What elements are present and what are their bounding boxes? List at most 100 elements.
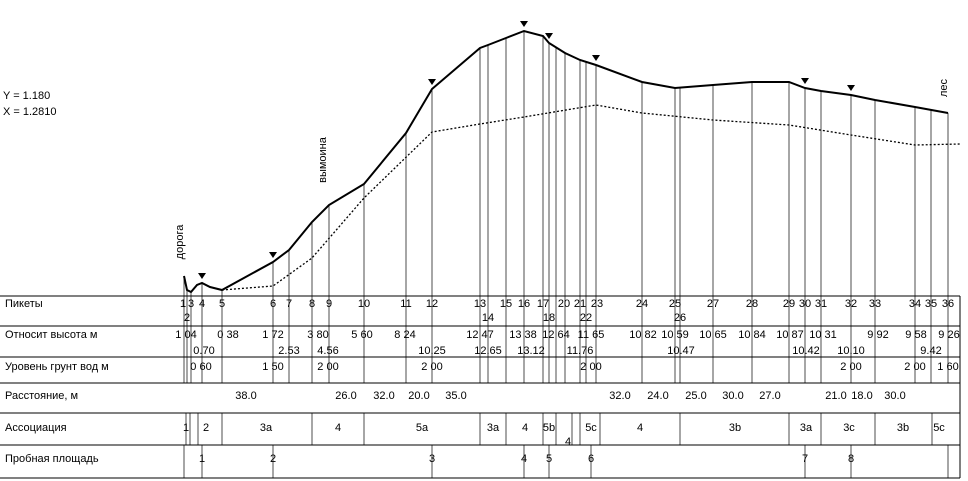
cell: 10 65: [699, 329, 727, 341]
cell: 4: [522, 422, 528, 434]
cell: 3b: [729, 422, 741, 434]
cell: 2 00: [580, 361, 601, 373]
cell: 1 72: [262, 329, 283, 341]
marker: [428, 79, 436, 85]
cell: 20.0: [408, 390, 429, 402]
marker: [198, 273, 206, 279]
cell: 12: [426, 298, 438, 310]
cell: 34: [909, 298, 921, 310]
cell: 3b: [897, 422, 909, 434]
cell: 2.53: [278, 345, 299, 357]
cell: 3: [429, 453, 435, 465]
cell: 30.0: [884, 390, 905, 402]
cell: 15: [500, 298, 512, 310]
cell: 10 31: [809, 329, 837, 341]
cell: 8: [309, 298, 315, 310]
cell: 30: [799, 298, 811, 310]
cell: 10.47: [667, 345, 695, 357]
cell: 9.42: [920, 345, 941, 357]
cell: 5 60: [351, 329, 372, 341]
cell: 3c: [843, 422, 855, 434]
cell: 2: [270, 453, 276, 465]
marker: [801, 78, 809, 84]
cell: 25.0: [685, 390, 706, 402]
cell: 10: [358, 298, 370, 310]
cell: 4: [521, 453, 527, 465]
cell: 5c: [585, 422, 597, 434]
cell: 0 60: [190, 361, 211, 373]
water-profile: [221, 104, 961, 291]
marker: [545, 33, 553, 39]
cell: 4: [199, 298, 205, 310]
marker: [269, 252, 277, 258]
annotation: вымоина: [317, 136, 329, 183]
cell: 1: [183, 422, 189, 434]
row-label: Ассоциация: [5, 422, 67, 434]
cell: 12 47: [466, 329, 494, 341]
cell: 11 65: [578, 329, 605, 341]
cell: 26: [674, 312, 686, 324]
cell: 10.10: [837, 345, 865, 357]
cell: 6: [588, 453, 594, 465]
cell: 31: [815, 298, 827, 310]
cell: 3a: [800, 422, 813, 434]
cell: 12 64: [542, 329, 570, 341]
cell: 14: [482, 312, 494, 324]
marker: [847, 85, 855, 91]
cell: 13: [474, 298, 486, 310]
cell: 24.0: [647, 390, 668, 402]
cell: 9 58: [905, 329, 926, 341]
cell: 9: [326, 298, 332, 310]
cell: 4: [335, 422, 341, 434]
cell: 23: [591, 298, 603, 310]
cell: 2 00: [421, 361, 442, 373]
cell: 5: [219, 298, 225, 310]
cell: 10 82: [629, 329, 657, 341]
cell: 1 50: [262, 361, 283, 373]
cell: 35: [925, 298, 937, 310]
row-label: Пробная площадь: [5, 453, 99, 465]
cell: 2: [203, 422, 209, 434]
cell: 8 24: [394, 329, 415, 341]
cell: 4.56: [317, 345, 338, 357]
cell: 24: [636, 298, 648, 310]
cell: 5c: [933, 422, 945, 434]
cell: 2 00: [904, 361, 925, 373]
cell: 10 87: [776, 329, 804, 341]
cell: 3a: [260, 422, 273, 434]
cell: 2: [184, 312, 190, 324]
cell: 35.0: [445, 390, 466, 402]
cell: 32: [845, 298, 857, 310]
cell: 1 04: [175, 329, 196, 341]
cell: 1: [199, 453, 205, 465]
cell: 4: [565, 436, 571, 448]
cell: 0 38: [217, 329, 238, 341]
cell: 6: [270, 298, 276, 310]
cell: 1: [180, 298, 186, 310]
cell: 10.42: [792, 345, 820, 357]
cell: 10 84: [738, 329, 766, 341]
cell: 16: [518, 298, 530, 310]
cell: 21: [574, 298, 586, 310]
cell: 11: [400, 298, 411, 310]
cell: 4: [637, 422, 643, 434]
cell: 32.0: [373, 390, 394, 402]
cell: 27: [707, 298, 719, 310]
cell: 7: [802, 453, 808, 465]
param: X = 1.2810: [3, 106, 57, 118]
cell: 26.0: [335, 390, 356, 402]
row-label: Относит высота м: [5, 329, 97, 341]
annotation: лес: [938, 78, 950, 97]
cell: 32.0: [609, 390, 630, 402]
row-label: Расстояние, м: [5, 390, 78, 402]
cell: 11.76: [567, 345, 594, 357]
cell: 28: [746, 298, 758, 310]
cell: 22: [580, 312, 592, 324]
ground-profile: [183, 29, 949, 294]
annotation: дорога: [174, 224, 186, 260]
cell: 9 26: [938, 329, 959, 341]
cell: 13.12: [517, 345, 545, 357]
cell: 5b: [543, 422, 555, 434]
cell: 25: [669, 298, 681, 310]
cell: 7: [286, 298, 292, 310]
